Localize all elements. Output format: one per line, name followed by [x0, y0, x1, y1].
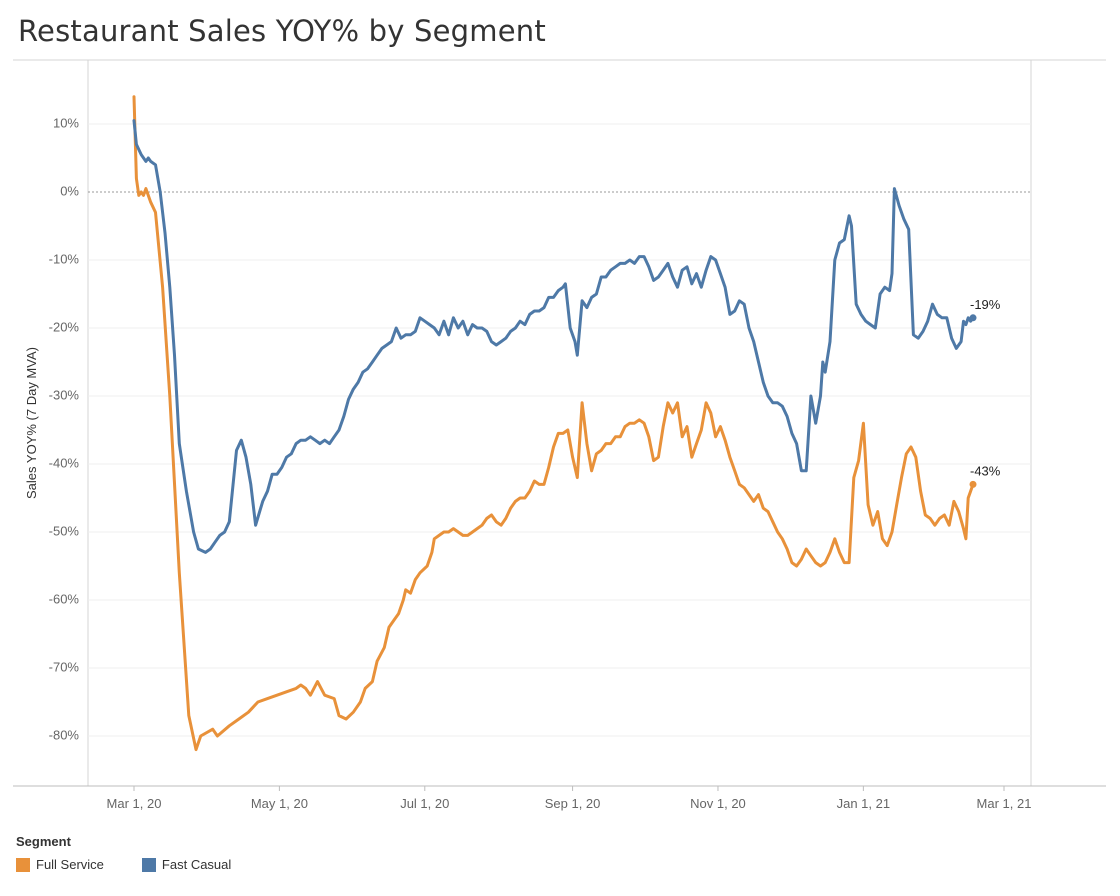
x-tick-label: Sep 1, 20	[545, 796, 601, 811]
legend-label: Full Service	[36, 857, 104, 872]
legend-title: Segment	[16, 834, 71, 849]
y-tick-label: -70%	[49, 659, 80, 674]
y-tick-label: -10%	[49, 251, 80, 266]
y-tick-label: -20%	[49, 319, 80, 334]
legend: Segment Full Service Fast Casual	[16, 834, 231, 872]
x-tick-label: Jan 1, 21	[837, 796, 891, 811]
x-tick-label: Jul 1, 20	[400, 796, 449, 811]
end-point-full-service	[969, 480, 977, 488]
chart-title: Restaurant Sales YOY% by Segment	[18, 14, 546, 48]
legend-swatch	[141, 857, 156, 872]
series-line-full-service	[132, 95, 975, 752]
x-tick-label: May 1, 20	[251, 796, 308, 811]
x-tick-label: Mar 1, 21	[977, 796, 1032, 811]
y-tick-label: -80%	[49, 727, 80, 742]
legend-swatch	[16, 857, 30, 872]
end-point-fast-casual	[969, 314, 977, 322]
end-label-fast-casual: -19%	[970, 297, 1001, 312]
y-tick-label: -30%	[49, 387, 80, 402]
y-tick-label: -40%	[49, 455, 80, 470]
y-axis-label: Sales YOY% (7 Day MVA)	[24, 347, 39, 499]
y-tick-label: -60%	[49, 591, 80, 606]
x-tick-label: Nov 1, 20	[690, 796, 746, 811]
x-tick-label: Mar 1, 20	[107, 796, 162, 811]
legend-item-fast-casual[interactable]: Fast Casual	[141, 857, 232, 872]
legend-item-full-service[interactable]: Full Service	[16, 857, 104, 872]
legend-label: Fast Casual	[161, 857, 232, 872]
y-tick-label: -50%	[49, 523, 80, 538]
end-label-full-service: -43%	[970, 463, 1001, 478]
y-tick-label: 0%	[60, 183, 79, 198]
series-line-fast-casual	[132, 119, 975, 554]
legend-items: Full Service Fast Casual	[16, 857, 231, 872]
y-tick-label: 10%	[53, 115, 79, 130]
